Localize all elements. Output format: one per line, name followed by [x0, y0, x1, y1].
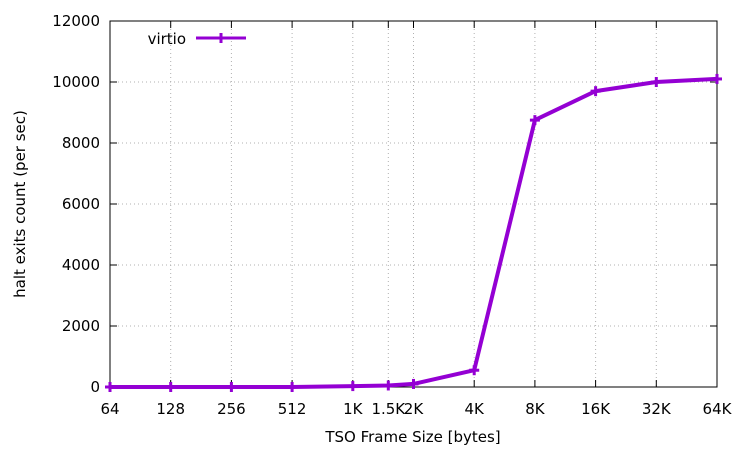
data-point	[529, 115, 540, 126]
grid-lines	[110, 21, 717, 387]
x-tick-label: 128	[156, 400, 185, 418]
x-tick-label: 64K	[703, 400, 733, 418]
data-point	[347, 381, 358, 392]
data-point	[651, 77, 662, 87]
x-tick-label: 32K	[642, 400, 672, 418]
data-point	[226, 382, 237, 392]
plot-frame	[109, 20, 718, 388]
x-tick-label: 1K	[343, 400, 364, 418]
y-tick-label: 12000	[52, 12, 100, 30]
x-tick-label: 2K	[404, 400, 425, 418]
y-tick-label: 4000	[62, 256, 100, 274]
x-tick-label: 16K	[581, 400, 611, 418]
y-tick-label: 6000	[62, 195, 100, 213]
series-line	[110, 76, 718, 389]
x-tick-label: 256	[217, 400, 246, 418]
series-group	[105, 73, 722, 392]
x-axis-label: TSO Frame Size [bytes]	[324, 428, 500, 446]
x-tick-label: 4K	[465, 400, 486, 418]
x-tick-label: 8K	[525, 400, 546, 418]
x-tick-label: 512	[278, 400, 307, 418]
data-point	[712, 73, 722, 84]
data-point	[105, 382, 115, 392]
data-point	[383, 380, 394, 391]
legend-marker	[216, 33, 226, 43]
y-tick-label: 8000	[62, 134, 100, 152]
data-point	[408, 378, 419, 389]
y-axis-ticks: 0 2000 4000 6000 8000 10000 12000	[52, 12, 717, 396]
y-tick-label: 10000	[52, 73, 100, 91]
data-point	[469, 365, 480, 376]
y-axis-label: halt exits count (per sec)	[11, 110, 29, 298]
legend-label: virtio	[148, 30, 186, 48]
data-point	[165, 382, 176, 392]
x-tick-label: 1.5K	[371, 400, 406, 418]
data-point	[287, 382, 298, 392]
x-tick-label: 64	[100, 400, 119, 418]
data-point	[590, 86, 601, 97]
y-tick-label: 2000	[62, 317, 100, 335]
legend: virtio	[148, 30, 246, 48]
y-tick-label: 0	[90, 378, 100, 396]
